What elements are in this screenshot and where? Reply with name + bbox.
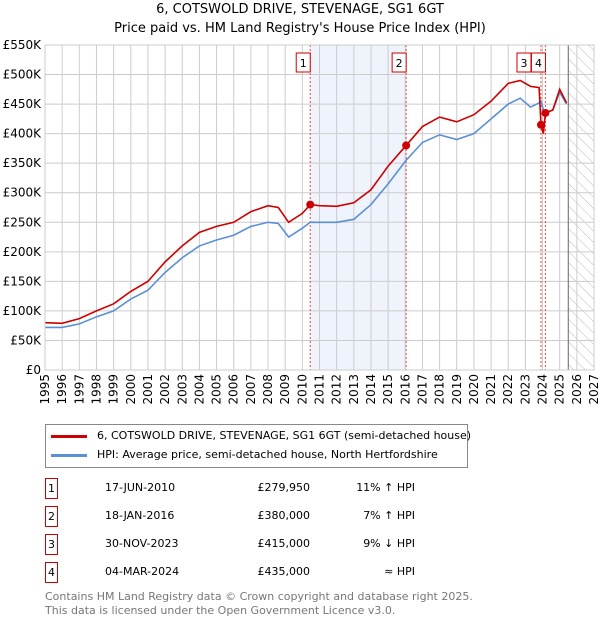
x-tick-label: 2008 (261, 374, 275, 405)
sale-label-box (295, 52, 311, 73)
sale-number: 2 (45, 506, 58, 527)
x-tick-label: 2010 (295, 374, 309, 405)
x-tick-label: 2027 (587, 374, 600, 405)
x-tick-label: 2011 (313, 374, 327, 405)
y-tick-label: £200K (3, 245, 43, 259)
sale-row: 4 04-MAR-2024 £435,000 ≈ HPI (45, 562, 445, 584)
sale-label: 3 (520, 57, 527, 70)
x-tick-label: 2020 (467, 374, 481, 405)
sale-number: 1 (45, 478, 58, 499)
x-tick-label: 2009 (278, 374, 292, 405)
x-tick-label: 1998 (89, 374, 103, 405)
sale-date: 17-JUN-2010 (105, 481, 176, 494)
y-tick-label: £100K (3, 304, 43, 318)
x-tick-label: 1996 (55, 374, 69, 405)
x-tick-label: 2002 (158, 374, 172, 405)
sale-point (541, 108, 550, 117)
x-tick-label: 2016 (398, 374, 412, 405)
x-tick-label: 2000 (124, 374, 138, 405)
x-tick-label: 2019 (450, 374, 464, 405)
x-tick-label: 2017 (415, 374, 429, 405)
y-tick-label: £250K (3, 215, 43, 229)
chart-title: 6, COTSWOLD DRIVE, STEVENAGE, SG1 6GT (156, 2, 444, 17)
legend-label: 6, COTSWOLD DRIVE, STEVENAGE, SG1 6GT (s… (97, 429, 472, 442)
x-tick-label: 2023 (518, 374, 532, 405)
sale-label-box (530, 52, 546, 73)
sale-label: 2 (396, 57, 403, 70)
sale-hpi-relation: 11% ↑ HPI (356, 481, 415, 494)
x-tick-label: 2026 (570, 374, 584, 405)
sale-row: 3 30-NOV-2023 £415,000 9% ↓ HPI (45, 534, 445, 556)
legend: 6, COTSWOLD DRIVE, STEVENAGE, SG1 6GT (s… (45, 424, 471, 468)
y-tick-label: £150K (3, 274, 43, 288)
y-tick-label: £400K (3, 127, 43, 141)
sale-row: 2 18-JAN-2016 £380,000 7% ↑ HPI (45, 506, 445, 528)
sale-point (536, 120, 545, 129)
x-tick-label: 1997 (72, 374, 86, 405)
plot-frame (44, 44, 595, 371)
x-tick-label: 2015 (381, 374, 395, 405)
sale-number: 3 (45, 534, 58, 555)
sale-label-box (391, 52, 407, 73)
legend-swatch-red (51, 434, 87, 438)
x-tick-label: 2005 (210, 374, 224, 405)
x-tick-label: 2018 (433, 374, 447, 405)
y-tick-label: £50K (10, 333, 42, 347)
legend-item-property: 6, COTSWOLD DRIVE, STEVENAGE, SG1 6GT (s… (51, 429, 471, 443)
x-tick-label: 2006 (227, 374, 241, 405)
sale-date: 18-JAN-2016 (105, 509, 175, 522)
sale-date: 04-MAR-2024 (105, 565, 180, 578)
sale-period-band (310, 45, 407, 370)
footer: Contains HM Land Registry data © Crown c… (45, 590, 473, 618)
sale-price: £435,000 (257, 565, 311, 578)
y-tick-label: £300K (3, 186, 43, 200)
sale-price: £415,000 (257, 537, 311, 550)
sale-hpi-relation: ≈ HPI (384, 565, 415, 578)
x-tick-label: 2013 (347, 374, 361, 405)
sale-hpi-relation: 7% ↑ HPI (363, 509, 415, 522)
x-tick-label: 2004 (192, 374, 206, 405)
x-tick-label: 2022 (501, 374, 515, 405)
y-tick-label: £500K (3, 68, 43, 82)
sale-price: £279,950 (257, 481, 311, 494)
hpi-line (45, 90, 568, 329)
y-tick-label: £0 (26, 363, 41, 377)
x-tick-label: 2007 (244, 374, 258, 405)
sale-date: 30-NOV-2023 (105, 537, 179, 550)
footer-line: This data is licensed under the Open Gov… (45, 604, 396, 617)
y-tick-label: £350K (3, 156, 43, 170)
legend-swatch-blue (51, 453, 87, 457)
x-tick-label: 2014 (364, 374, 378, 405)
x-tick-label: 1995 (38, 374, 52, 405)
sale-label: 4 (535, 57, 542, 70)
legend-item-hpi: HPI: Average price, semi-detached house,… (51, 448, 438, 462)
forecast-hatch (568, 45, 594, 370)
x-tick-label: 2001 (141, 374, 155, 405)
footer-line: Contains HM Land Registry data © Crown c… (45, 590, 473, 603)
sale-point (306, 200, 315, 209)
x-tick-label: 2021 (484, 374, 498, 405)
legend-label: HPI: Average price, semi-detached house,… (97, 448, 438, 461)
sale-number: 4 (45, 562, 58, 583)
chart-subtitle: Price paid vs. HM Land Registry's House … (114, 21, 486, 36)
sale-price: £380,000 (257, 509, 311, 522)
x-tick-label: 2012 (330, 374, 344, 405)
y-tick-label: £450K (3, 97, 43, 111)
price-chart: £0 £50K £100K £150K £200K £250K £300K £350K £400… (3, 38, 600, 405)
sale-row: 1 17-JUN-2010 £279,950 11% ↑ HPI (45, 478, 445, 500)
x-tick-label: 2003 (175, 374, 189, 405)
sale-point (402, 141, 411, 150)
x-tick-label: 2024 (536, 374, 550, 405)
y-tick-label: £550K (3, 38, 43, 52)
property-price-line (44, 79, 568, 325)
x-tick-label: 2025 (553, 374, 567, 405)
x-tick-label: 1999 (107, 374, 121, 405)
sale-label: 1 (300, 57, 307, 70)
sale-hpi-relation: 9% ↓ HPI (363, 537, 415, 550)
